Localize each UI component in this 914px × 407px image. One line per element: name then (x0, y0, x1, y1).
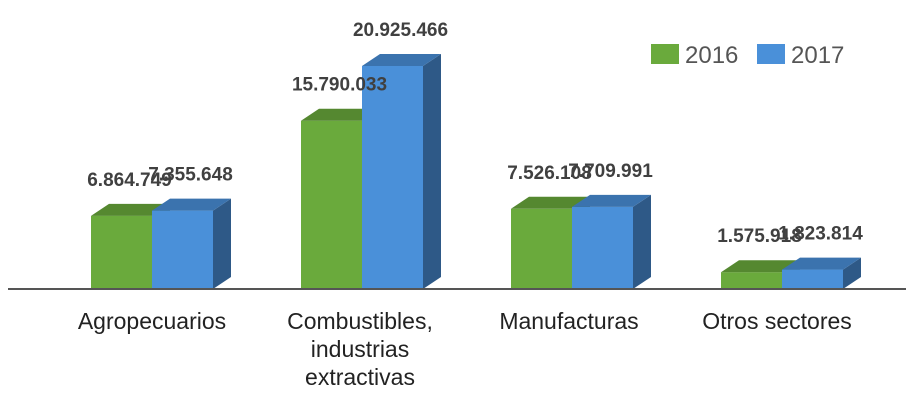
legend: 2016 2017 (651, 42, 844, 69)
bar-side-face (423, 54, 441, 289)
bar-2017-2 (572, 194, 651, 289)
bar-front-face (511, 208, 572, 289)
bar-front-face (301, 120, 362, 289)
category-label-3: Otros sectores (702, 308, 852, 334)
bar-top-face (362, 54, 441, 66)
category-label-line: extractivas (305, 364, 415, 390)
category-label-line: industrias (311, 336, 409, 362)
bar-front-face (721, 272, 782, 289)
category-label-2: Manufacturas (499, 308, 638, 334)
value-label-2017-3: 1.823.814 (778, 224, 863, 245)
bar-2017-0 (152, 198, 231, 289)
value-label-2016-3: 1.575.918 (717, 226, 802, 247)
bar-2017-1 (362, 54, 441, 289)
legend-swatch (757, 44, 785, 64)
category-labels-layer: Agropecuarios Combustibles, industrias extr… (78, 308, 852, 390)
bar-top-face (301, 108, 380, 121)
bar-top-face (721, 260, 800, 273)
category-label-line: Otros sectores (702, 308, 852, 334)
bar-front-face (152, 210, 213, 289)
category-label-line: Combustibles, (287, 308, 433, 334)
bar-top-face (152, 198, 231, 211)
category-label-0: Agropecuarios (78, 308, 226, 334)
value-label-2016-0: 6.864.749 (87, 170, 172, 191)
value-label-2017-2: 7.709.991 (568, 161, 653, 182)
bar-top-face (782, 257, 861, 270)
bar-side-face (213, 198, 231, 289)
bars-layer (91, 54, 861, 289)
value-label-2016-2: 7.526.108 (507, 163, 592, 184)
bar-front-face (782, 269, 843, 289)
legend-item-2016: 2016 (651, 42, 738, 69)
bar-top-face (91, 203, 170, 216)
value-label-2017-1: 20.925.466 (353, 20, 448, 41)
bar-2017-3 (782, 257, 861, 289)
legend-item-2017: 2017 (757, 42, 844, 69)
bar-front-face (362, 66, 423, 289)
bar-side-face (843, 257, 861, 289)
legend-label: 2016 (685, 42, 738, 69)
bar-top-face (572, 194, 651, 207)
legend-swatch (651, 44, 679, 64)
value-label-2017-0: 7.355.648 (148, 165, 233, 186)
bar-side-face (633, 194, 651, 289)
legend-label: 2017 (791, 42, 844, 69)
category-label-line: Agropecuarios (78, 308, 226, 334)
category-label-line: Manufacturas (499, 308, 638, 334)
bar-top-face (511, 196, 590, 209)
category-label-1: Combustibles, industrias extractivas (287, 308, 433, 390)
value-label-2016-1: 15.790.033 (292, 75, 387, 96)
bar-front-face (572, 206, 633, 289)
bar-front-face (91, 215, 152, 289)
